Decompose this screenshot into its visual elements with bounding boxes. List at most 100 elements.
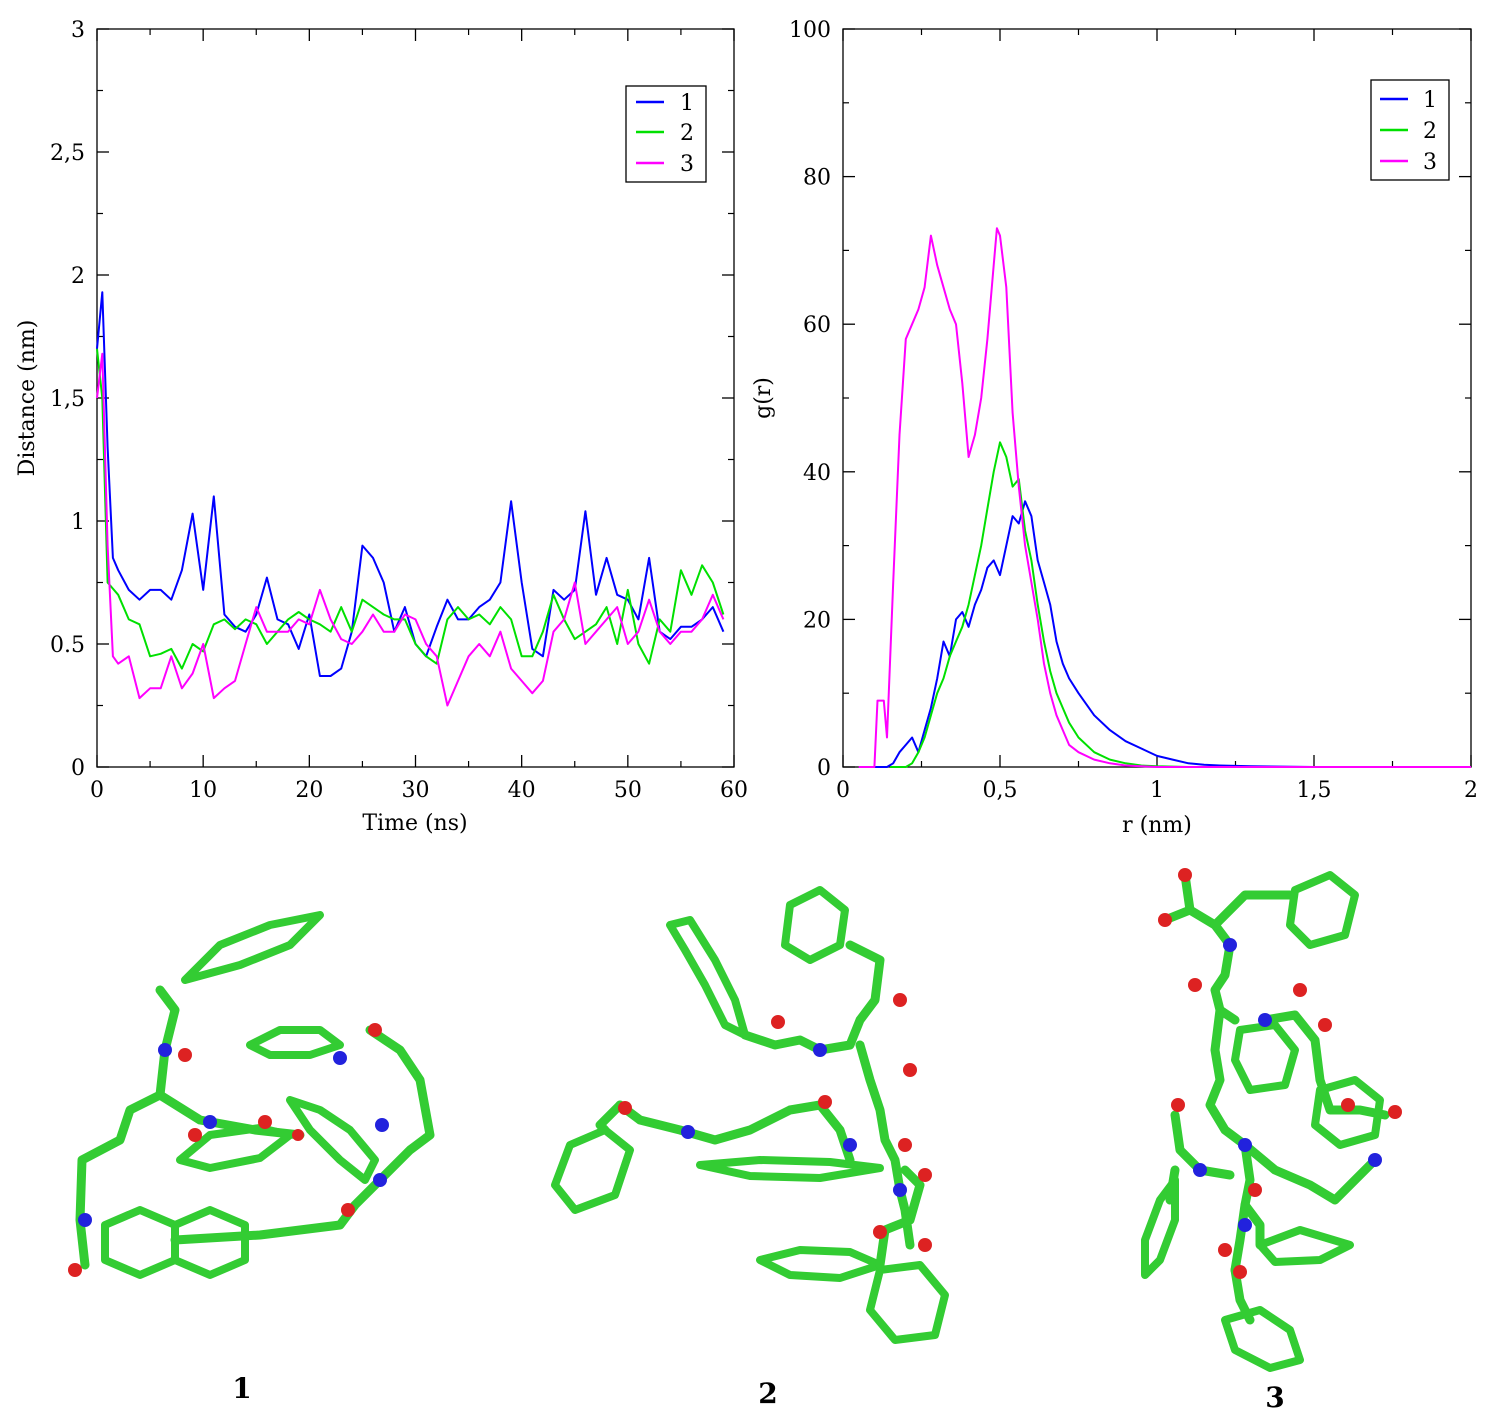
- y-tick-label: 0.5: [50, 633, 85, 658]
- x-tick-label: 40: [508, 778, 536, 803]
- y-tick-label: 1,5: [50, 387, 85, 412]
- y-tick-label: 2: [71, 264, 85, 289]
- y-tick-label: 100: [789, 18, 831, 43]
- ring-b: [101, 1206, 179, 1279]
- nitrogen-atom: [375, 1118, 389, 1132]
- ring-f: [286, 1096, 379, 1184]
- x-tick-label: 30: [402, 778, 430, 803]
- ring-c: [1311, 1076, 1384, 1149]
- nitrogen-atom: [813, 1043, 827, 1057]
- series-lines: [858, 227, 1471, 768]
- chain-a: [740, 940, 885, 1055]
- y-axis-label: Distance (nm): [15, 320, 40, 477]
- x-tick-label: 0: [836, 778, 850, 803]
- legend-label-1: 1: [680, 91, 694, 116]
- x-axis-label: Time (ns): [362, 811, 467, 836]
- molecule-structure-3: [1141, 868, 1402, 1372]
- series-line-3: [858, 227, 1471, 768]
- oxygen-atom: [1293, 983, 1307, 997]
- x-tick-label: 50: [614, 778, 642, 803]
- x-tick-label: 10: [189, 778, 217, 803]
- y-tick-label: 1: [71, 510, 85, 535]
- oxygen-atom: [918, 1168, 932, 1182]
- chain-e: [1260, 1010, 1390, 1120]
- ring-b: [1231, 1021, 1299, 1094]
- x-axis-label: r (nm): [1122, 813, 1192, 838]
- axis-ticks: 0 10 20 30 40 50 60 0 0.5 1 1,5 2 2,5 3: [50, 18, 748, 803]
- oxygen-atom: [903, 1063, 917, 1077]
- chain-e: [875, 1165, 925, 1270]
- nitrogen-atom: [1193, 1163, 1207, 1177]
- series-line-2: [96, 348, 725, 670]
- structure-label-2: 2: [758, 1377, 777, 1410]
- y-tick-label: 20: [803, 608, 831, 633]
- oxygen-atom: [368, 1023, 382, 1037]
- distance-time-chart: 0 10 20 30 40 50 60 0 0.5 1 1,5 2 2,5 3 Time (ns) Dis…: [15, 18, 748, 836]
- y-tick-label: 3: [71, 18, 85, 43]
- legend-label-2: 2: [1423, 119, 1437, 144]
- ring-e: [1256, 1226, 1354, 1266]
- series-line-2: [890, 441, 1471, 768]
- oxygen-atom: [1171, 1098, 1185, 1112]
- nitrogen-atom: [1368, 1153, 1382, 1167]
- oxygen-atom: [341, 1203, 355, 1217]
- nitrogen-atom: [1223, 938, 1237, 952]
- y-tick-label: 80: [803, 166, 831, 191]
- ring-c: [551, 1126, 634, 1214]
- nitrogen-atom: [843, 1138, 857, 1152]
- nitrogen-atom: [158, 1043, 172, 1057]
- molecule-structure-1: [68, 911, 435, 1279]
- legend: 1 2 3: [1370, 79, 1450, 181]
- chain-f: [1240, 1140, 1380, 1205]
- oxygen-atom: [258, 1115, 272, 1129]
- x-tick-label: 1,5: [1297, 778, 1332, 803]
- x-tick-label: 1: [1150, 778, 1164, 803]
- x-tick-label: 0,5: [983, 778, 1018, 803]
- x-tick-label: 2: [1464, 778, 1478, 803]
- oxygen-atom: [178, 1048, 192, 1062]
- oxygen-atom: [1248, 1183, 1262, 1197]
- nitrogen-atom: [1238, 1218, 1252, 1232]
- chain-a: [1160, 905, 1240, 1025]
- molecule-structure-2: [551, 886, 949, 1344]
- oxygen-atom: [1233, 1265, 1247, 1279]
- ring-d: [176, 1124, 294, 1172]
- oxygen-atom: [771, 1015, 785, 1029]
- oxygen-atom: [1218, 1243, 1232, 1257]
- oxygen-atom: [188, 1128, 202, 1142]
- y-tick-label: 60: [803, 313, 831, 338]
- legend-label-2: 2: [680, 121, 694, 146]
- legend-label-3: 3: [1423, 150, 1437, 175]
- ring-a: [1286, 871, 1359, 949]
- chain-h: [1165, 1165, 1180, 1205]
- chain-i: [1240, 1200, 1265, 1250]
- ring-e: [756, 1246, 884, 1282]
- chain-b: [855, 1040, 915, 1250]
- y-axis-label: g(r): [751, 377, 776, 419]
- backbone: [75, 985, 180, 1270]
- nitrogen-atom: [373, 1173, 387, 1187]
- series-line-1: [874, 500, 1471, 768]
- oxygen-atom: [1188, 978, 1202, 992]
- oxygen-atom: [818, 1095, 832, 1109]
- ring-e: [246, 1026, 344, 1059]
- nitrogen-atom: [1238, 1138, 1252, 1152]
- series-lines: [96, 291, 725, 707]
- structure-label-1: 1: [232, 1372, 251, 1405]
- legend-label-1: 1: [1423, 88, 1437, 113]
- legend-label-3: 3: [680, 152, 694, 177]
- chain-c: [1210, 890, 1295, 930]
- legend-box: [625, 85, 707, 183]
- series-line-3: [96, 352, 725, 707]
- y-tick-label: 0: [817, 756, 831, 781]
- oxygen-atom: [893, 993, 907, 1007]
- y-tick-label: 0: [71, 756, 85, 781]
- ring-a: [666, 916, 749, 1039]
- oxygen-atom: [898, 1138, 912, 1152]
- series-line-1: [96, 291, 725, 677]
- chain-c: [615, 1100, 855, 1165]
- chain-g: [1170, 1110, 1235, 1180]
- ring-a: [181, 911, 324, 984]
